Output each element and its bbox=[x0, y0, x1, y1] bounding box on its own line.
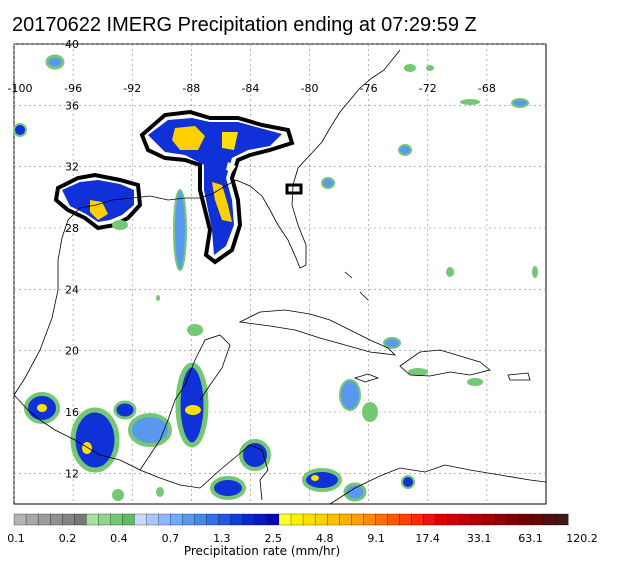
colorbar-labels: 0.1 0.2 0.4 0.7 1.3 2.5 4.8 9.1 17.4 33.1 63.1 120.… bbox=[7, 532, 598, 545]
colorbar-label: 1.3 bbox=[213, 532, 231, 545]
colorbar-swatch bbox=[158, 513, 172, 526]
colorbar-swatch bbox=[182, 513, 196, 526]
latitude-tick-label: 36 bbox=[65, 99, 79, 112]
colorbar-label: 0.4 bbox=[110, 532, 128, 545]
colorbar-swatch bbox=[375, 513, 388, 526]
colorbar-label: 17.4 bbox=[415, 532, 440, 545]
colorbar-swatch bbox=[242, 513, 256, 526]
colorbar-label: 120.2 bbox=[566, 532, 598, 545]
colorbar-swatch bbox=[49, 513, 63, 526]
colorbar-swatch bbox=[62, 513, 75, 526]
colorbar-swatch bbox=[483, 513, 497, 526]
colorbar-title: Precipitation rate (mm/hr) bbox=[184, 544, 340, 558]
longitude-labels: -100 -96 -92 -88 -84 -80 -76 -72 -68 bbox=[8, 82, 496, 95]
longitude-tick-label: -92 bbox=[123, 82, 141, 95]
colorbar-label: 2.5 bbox=[265, 532, 283, 545]
colorbar-swatch bbox=[519, 513, 533, 526]
colorbar-swatch bbox=[170, 513, 184, 526]
colorbar-swatch bbox=[230, 513, 244, 526]
colorbar-label: 0.1 bbox=[7, 532, 25, 545]
colorbar-swatch bbox=[459, 513, 473, 526]
colorbar-swatch bbox=[206, 513, 220, 526]
longitude-tick-label: -96 bbox=[64, 82, 82, 95]
colorbar-swatch bbox=[447, 513, 461, 526]
colorbar-swatch bbox=[218, 513, 232, 526]
colorbar-swatch bbox=[423, 513, 436, 526]
longitude-tick-label: -72 bbox=[419, 82, 437, 95]
colorbar-swatch bbox=[74, 513, 87, 526]
colorbar-swatch bbox=[507, 513, 521, 526]
colorbar-swatch bbox=[543, 513, 557, 526]
colorbar bbox=[13, 513, 569, 526]
colorbar-swatch bbox=[37, 513, 51, 526]
colorbar-swatch bbox=[266, 513, 280, 526]
colorbar-swatch bbox=[290, 513, 304, 526]
latitude-tick-label: 12 bbox=[65, 467, 79, 480]
latitude-tick-label: 24 bbox=[65, 283, 79, 296]
precipitation-field bbox=[13, 54, 538, 502]
longitude-tick-label: -100 bbox=[8, 82, 33, 95]
latitude-tick-label: 16 bbox=[65, 406, 79, 419]
latitude-tick-label: 40 bbox=[65, 38, 79, 51]
colorbar-swatch bbox=[531, 513, 545, 526]
colorbar-swatch bbox=[110, 513, 123, 526]
colorbar-swatch bbox=[555, 513, 569, 526]
colorbar-swatch bbox=[326, 513, 340, 526]
colorbar-label: 63.1 bbox=[518, 532, 543, 545]
latitude-tick-label: 28 bbox=[65, 222, 79, 235]
colorbar-swatch bbox=[194, 513, 208, 526]
colorbar-swatch bbox=[302, 513, 316, 526]
longitude-tick-label: -88 bbox=[182, 82, 200, 95]
colorbar-swatch bbox=[86, 513, 99, 526]
latitude-tick-label: 32 bbox=[65, 161, 79, 174]
longitude-tick-label: -68 bbox=[478, 82, 496, 95]
latitude-tick-label: 20 bbox=[65, 345, 79, 358]
colorbar-swatch bbox=[435, 513, 449, 526]
colorbar-swatch bbox=[399, 513, 412, 526]
colorbar-swatch bbox=[25, 513, 39, 526]
colorbar-swatch bbox=[278, 513, 292, 526]
longitude-tick-label: -80 bbox=[301, 82, 319, 95]
colorbar-swatch bbox=[254, 513, 268, 526]
coastlines bbox=[13, 49, 547, 505]
colorbar-swatch bbox=[387, 513, 400, 526]
colorbar-swatch bbox=[98, 513, 111, 526]
colorbar-label: 0.7 bbox=[162, 532, 180, 545]
colorbar-swatch bbox=[134, 513, 147, 526]
colorbar-label: 4.8 bbox=[316, 532, 334, 545]
latitude-labels: 40 36 32 28 24 20 16 12 bbox=[65, 38, 79, 480]
longitude-tick-label: -76 bbox=[360, 82, 378, 95]
colorbar-swatch bbox=[471, 513, 485, 526]
colorbar-swatch bbox=[146, 513, 159, 526]
colorbar-swatch bbox=[122, 513, 135, 526]
colorbar-swatch bbox=[339, 513, 352, 526]
map-title: 20170622 IMERG Precipitation ending at 0… bbox=[12, 14, 477, 36]
colorbar-swatch bbox=[363, 513, 376, 526]
colorbar-swatch bbox=[314, 513, 328, 526]
colorbar-label: 0.2 bbox=[59, 532, 77, 545]
colorbar-swatch bbox=[13, 513, 27, 526]
colorbar-label: 33.1 bbox=[467, 532, 492, 545]
longitude-tick-label: -84 bbox=[241, 82, 259, 95]
colorbar-swatch bbox=[411, 513, 424, 526]
colorbar-label: 9.1 bbox=[367, 532, 385, 545]
colorbar-swatch bbox=[495, 513, 509, 526]
colorbar-swatch bbox=[351, 513, 364, 526]
